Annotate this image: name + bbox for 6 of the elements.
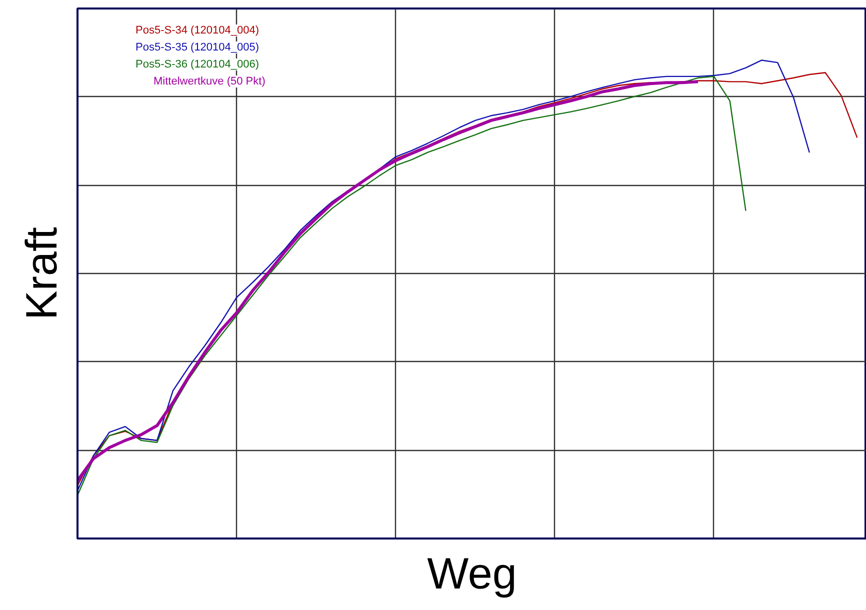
text: Pos5-S-36 (120104_006) [136,58,260,70]
text: Pos5-S-35 (120104_005) [136,42,260,54]
y-axis-title: Kraft [18,227,66,320]
x-axis-title: Weg [427,550,517,598]
text: Pos5-S-34 (120104_004) [136,24,260,36]
text: Mittelwertkuve (50 Pkt) [154,76,266,88]
